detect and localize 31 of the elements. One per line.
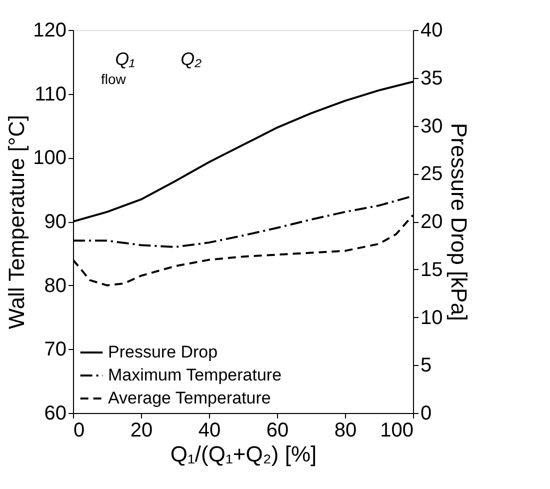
y-tick-label: 80 xyxy=(44,274,66,297)
x-tick-label: 60 xyxy=(266,420,289,442)
y2-tick-label: 35 xyxy=(420,67,443,90)
y2-axis-title: Pressure Drop [kPa] xyxy=(446,122,472,322)
y-tick-label: 70 xyxy=(44,338,66,361)
x-tick-label: 0 xyxy=(74,420,85,442)
y2-tick-label: 30 xyxy=(420,115,443,138)
y2-tick-label: 20 xyxy=(420,211,443,233)
y-tick-label: 110 xyxy=(34,83,66,106)
y2-tick-label: 15 xyxy=(420,258,443,281)
y2-tick-label: 10 xyxy=(420,306,443,329)
y-tick-label: 60 xyxy=(44,402,66,424)
legend-label: Pressure Drop xyxy=(108,342,218,362)
x-tick-label: 20 xyxy=(130,420,153,442)
x-tick-label: 40 xyxy=(198,420,221,442)
y-tick-label: 90 xyxy=(44,211,66,233)
y2-tick-label: 25 xyxy=(420,163,443,186)
y2-tick-label: 5 xyxy=(420,354,432,377)
annotation: Q₂ xyxy=(180,49,202,69)
x-tick-label: 100 xyxy=(380,420,414,442)
y-tick-label: 100 xyxy=(33,147,66,170)
y2-tick-label: 0 xyxy=(420,402,432,424)
x-tick-label: 80 xyxy=(334,420,357,442)
annotation: Q₁ xyxy=(115,49,136,69)
y-axis-title: Wall Temperature [°C] xyxy=(4,114,30,330)
y2-tick-label: 40 xyxy=(420,20,443,42)
legend-label: Maximum Temperature xyxy=(108,366,282,384)
annotation: flow xyxy=(101,71,127,87)
y-tick-label: 120 xyxy=(33,20,66,42)
x-axis-title: Q₁/(Q₁+Q₂) [%] xyxy=(170,442,317,466)
legend-label: Average Temperature xyxy=(108,388,271,408)
